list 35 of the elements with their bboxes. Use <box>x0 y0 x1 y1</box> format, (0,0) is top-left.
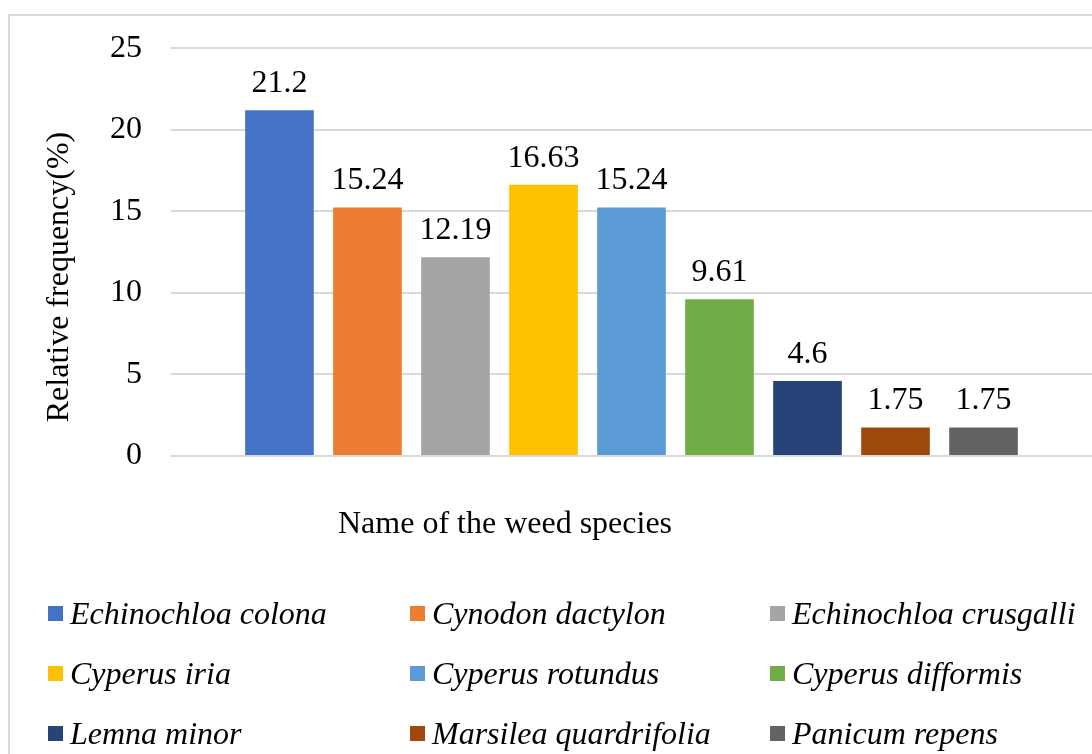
bar <box>685 299 754 455</box>
bar <box>421 257 490 455</box>
legend-label: Panicum repens <box>792 715 998 751</box>
bar <box>333 207 402 455</box>
y-tick-label: 15 <box>110 190 142 227</box>
legend-label: Lemna minor <box>70 715 242 751</box>
bar <box>597 207 666 455</box>
data-label: 12.19 <box>419 210 492 247</box>
data-label: 15.24 <box>595 160 668 197</box>
legend-label: Cyperus iria <box>70 655 231 691</box>
y-tick-label: 5 <box>126 353 142 390</box>
data-label: 15.24 <box>331 160 404 197</box>
y-axis-title: Relative frequency(%) <box>39 131 76 423</box>
data-label: 4.6 <box>787 333 828 370</box>
x-axis-title: Name of the weed species <box>337 504 673 541</box>
bar <box>773 380 842 455</box>
legend-label: Cyperus difformis <box>792 655 1023 691</box>
y-tick-label: 25 <box>110 27 142 64</box>
y-tick-label: 10 <box>110 272 142 309</box>
bar <box>949 427 1018 455</box>
data-label: 21.2 <box>251 63 308 100</box>
legend-label: Cyperus rotundus <box>432 655 660 691</box>
legend-label: Echinochloa crusgalli <box>792 595 1076 631</box>
legend-label: Cynodon dactylon <box>432 595 666 631</box>
data-label: 1.75 <box>867 380 924 417</box>
y-tick-label: 0 <box>126 435 142 472</box>
legend-label: Marsilea quardrifolia <box>432 715 711 751</box>
y-tick-label: 20 <box>110 109 142 146</box>
data-label: 9.61 <box>691 252 748 289</box>
bar <box>245 110 314 455</box>
legend-label: Echinochloa colona <box>70 595 327 631</box>
data-label: 1.75 <box>955 380 1012 417</box>
bar <box>861 427 930 455</box>
data-label: 16.63 <box>507 137 580 174</box>
bar <box>509 184 578 455</box>
